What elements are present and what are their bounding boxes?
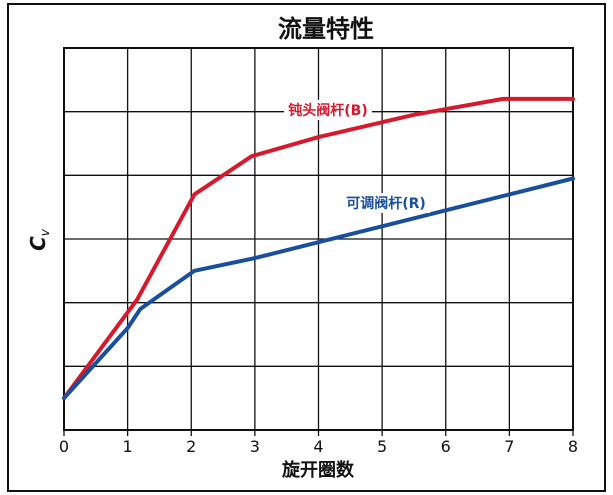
x-tick-labels: 0 1 2 3 4 5 6 7 8	[59, 430, 578, 456]
series-label-background	[342, 193, 430, 213]
grid	[64, 48, 573, 430]
x-axis-label: 旋开圈数	[281, 459, 355, 481]
x-tick-label: 1	[123, 437, 133, 456]
series-label-background	[284, 100, 372, 120]
x-tick-label: 7	[504, 437, 514, 456]
x-tick-label: 4	[313, 437, 323, 456]
x-tick-label: 0	[59, 437, 69, 456]
x-tick-label: 3	[250, 437, 260, 456]
x-tick-label: 8	[568, 437, 578, 456]
y-axis-label: Cv	[26, 228, 52, 251]
series-label: 钝头阀杆(B)	[288, 102, 367, 119]
outer-border	[7, 3, 606, 492]
chart-title: 流量特性	[278, 15, 374, 43]
x-tick-label: 6	[441, 437, 451, 456]
svg-text:Cv: Cv	[26, 228, 52, 251]
y-axis-label-main: C	[26, 236, 50, 251]
series-label: 可调阀杆(R)	[346, 195, 426, 212]
y-axis-label-subscript: v	[38, 228, 52, 236]
x-tick-label: 2	[186, 437, 196, 456]
series-layer: 钝头阀杆(B) 可调阀杆(R)	[62, 96, 575, 401]
series-line	[62, 96, 575, 401]
series-line	[62, 176, 575, 401]
x-tick-label: 5	[377, 437, 387, 456]
